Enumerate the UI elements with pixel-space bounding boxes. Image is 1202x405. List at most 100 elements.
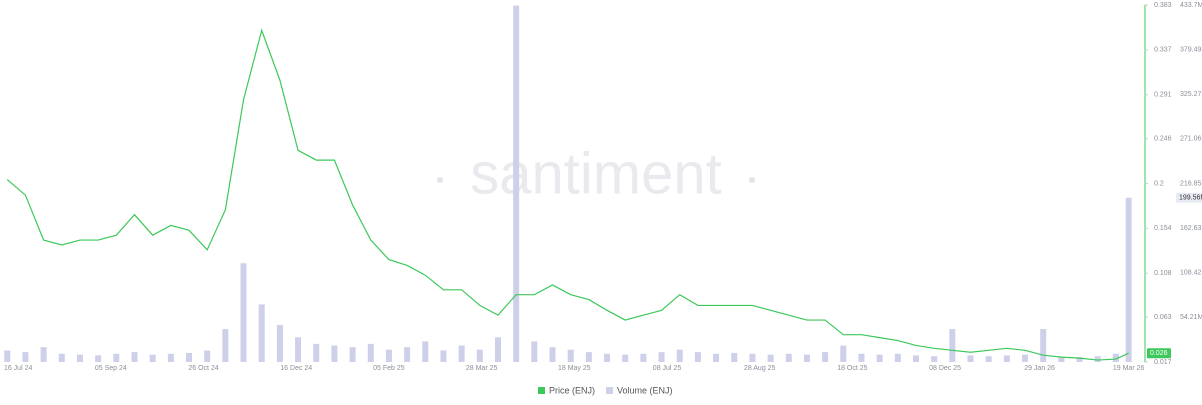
- volume-bar: [385, 349, 392, 362]
- x-tick-label: 18 Oct 25: [837, 365, 867, 372]
- value-badge-label: 199.56M: [1179, 195, 1202, 202]
- volume-bar: [131, 352, 138, 362]
- watermark-dot: [749, 177, 755, 183]
- y2-tick-label: 433.7M: [1180, 2, 1202, 9]
- y2-tick-label: 108.42M: [1180, 270, 1202, 277]
- legend-swatch: [606, 387, 614, 394]
- volume-bar: [604, 353, 611, 362]
- price-line: [6, 28, 1129, 361]
- value-badge: [1176, 192, 1202, 203]
- value-badge-label: 0.026: [1150, 350, 1168, 357]
- y-tick-label: 0.017: [1154, 359, 1172, 366]
- volume-bar: [931, 356, 938, 362]
- volume-bar: [1040, 329, 1047, 362]
- volume-bar: [440, 350, 447, 362]
- volume-bar: [295, 337, 302, 362]
- volume-bar: [731, 352, 738, 362]
- volume-bar: [767, 354, 774, 362]
- x-tick-label: 19 Mar 26: [1113, 365, 1145, 372]
- y-tick-label: 0.291: [1154, 92, 1172, 99]
- volume-bar: [1022, 354, 1029, 362]
- value-badge: [1147, 348, 1171, 359]
- volume-bar: [1058, 357, 1065, 362]
- watermark-dot: [437, 177, 443, 183]
- volume-bar: [822, 352, 829, 362]
- y-tick-label: 0.154: [1154, 225, 1172, 232]
- volume-bar: [349, 347, 356, 362]
- x-tick-label: 29 Jan 26: [1024, 365, 1055, 372]
- y2-tick-label: 379.49M: [1180, 46, 1202, 53]
- y2-tick-label: 271.06M: [1180, 136, 1202, 143]
- volume-bar: [258, 304, 265, 362]
- volume-bar: [222, 329, 229, 362]
- volume-bar: [494, 337, 501, 362]
- y-tick-label: 0.337: [1154, 47, 1172, 54]
- volume-bar: [186, 352, 193, 362]
- x-tick-label: 18 May 25: [558, 365, 591, 372]
- volume-bar: [840, 345, 847, 362]
- volume-bar: [967, 355, 974, 362]
- x-tick-label: 16 Jul 24: [4, 365, 33, 372]
- y2-tick-label: 325.27M: [1180, 91, 1202, 98]
- volume-bar: [22, 352, 29, 362]
- volume-bar: [513, 5, 520, 363]
- volume-bar: [404, 347, 411, 362]
- volume-bar: [276, 324, 283, 362]
- volume-bar: [58, 353, 65, 362]
- volume-bar: [331, 345, 338, 362]
- volume-bar: [95, 355, 102, 362]
- volume-bar: [894, 353, 901, 362]
- volume-bar: [1076, 357, 1083, 362]
- x-tick-label: 08 Dec 25: [929, 365, 961, 372]
- y2-tick-label: 162.63M: [1180, 225, 1202, 232]
- x-tick-label: 16 Dec 24: [280, 365, 312, 372]
- y-tick-label: 0.246: [1154, 135, 1172, 142]
- volume-bar: [422, 341, 429, 362]
- volume-bar: [640, 353, 647, 362]
- volume-bar: [167, 353, 174, 362]
- x-tick-label: 28 Mar 25: [466, 365, 498, 372]
- volume-bar: [567, 349, 574, 362]
- legend-label: Volume (ENJ): [617, 385, 673, 395]
- y-tick-label: 0.383: [1154, 2, 1172, 9]
- volume-bar: [585, 352, 592, 362]
- volume-bar: [458, 345, 465, 362]
- y-tick-label: 0.063: [1154, 314, 1172, 321]
- volume-bar: [1112, 353, 1119, 362]
- volume-bar: [749, 353, 756, 362]
- volume-bar: [1003, 355, 1010, 362]
- volume-bar: [985, 356, 992, 362]
- volume-bar: [1094, 356, 1101, 362]
- volume-bar: [549, 347, 556, 362]
- volume-bar: [113, 353, 120, 362]
- volume-bar: [204, 350, 211, 362]
- y2-tick-label: 216.85M: [1180, 180, 1202, 187]
- volume-bar: [367, 343, 374, 362]
- y2-tick-label: 54.21M: [1180, 314, 1202, 321]
- volume-bar: [785, 353, 792, 362]
- x-tick-label: 05 Sep 24: [95, 365, 127, 372]
- y-tick-label: 0.108: [1154, 270, 1172, 277]
- volume-bar: [1125, 197, 1132, 362]
- volume-bar: [149, 354, 156, 362]
- volume-bar: [531, 341, 538, 362]
- volume-bar: [913, 355, 919, 362]
- volume-bar: [40, 347, 47, 362]
- volume-bar: [240, 263, 247, 362]
- volume-bar: [4, 350, 11, 362]
- y-tick-label: 0.2: [1154, 180, 1164, 187]
- legend-label: Price (ENJ): [549, 385, 595, 395]
- volume-bar: [676, 349, 683, 362]
- volume-bar: [949, 329, 956, 362]
- volume-bar: [694, 352, 701, 362]
- x-tick-label: 05 Feb 25: [373, 365, 405, 372]
- volume-bar: [76, 354, 83, 362]
- volume-bar: [622, 354, 629, 362]
- legend-swatch: [538, 387, 545, 394]
- volume-bar: [313, 343, 320, 362]
- x-tick-label: 28 Aug 25: [744, 365, 776, 372]
- volume-bar: [803, 354, 810, 362]
- volume-bar: [476, 349, 483, 362]
